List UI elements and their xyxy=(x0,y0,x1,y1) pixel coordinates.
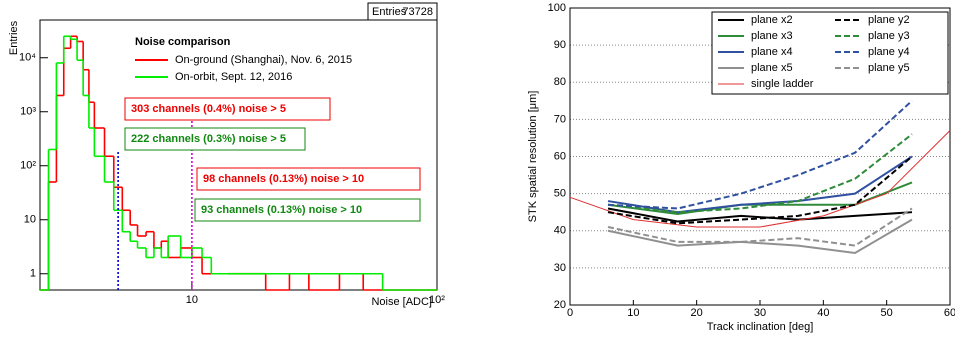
legend-label: On-orbit, Sept. 12, 2016 xyxy=(175,71,292,83)
annotation-box xyxy=(124,97,331,121)
legend-label: plane y5 xyxy=(868,62,910,74)
x-axis-label: Noise [ADC] xyxy=(371,296,432,308)
stats-box xyxy=(367,2,438,21)
x-tick-label: 50 xyxy=(881,307,893,319)
y-tick-label: 40 xyxy=(554,225,566,237)
legend-label: plane y4 xyxy=(868,46,910,58)
x-tick-label: 10 xyxy=(186,294,198,306)
y-tick-label: 30 xyxy=(554,262,566,274)
x-tick-label: 20 xyxy=(691,307,703,319)
line-series xyxy=(607,207,913,247)
annotation-box xyxy=(124,127,306,151)
x-tick-label: 60 xyxy=(944,307,955,319)
y-tick-label: 1 xyxy=(30,268,36,280)
y-tick-label: 100 xyxy=(548,2,566,14)
annotation: 98 channels (0.13%) noise > 10 xyxy=(203,173,364,185)
x-tick-label: 30 xyxy=(754,307,766,319)
y-tick-label: 10⁴ xyxy=(19,52,36,64)
y-tick-label: 10 xyxy=(24,214,36,226)
legend-title: Noise comparison xyxy=(135,36,231,48)
line-series xyxy=(607,100,913,210)
x-tick-label: 10² xyxy=(429,294,445,306)
plot-frame xyxy=(39,19,438,291)
annotation: 303 channels (0.4%) noise > 5 xyxy=(131,103,286,115)
x-axis-label: Track inclination [deg] xyxy=(707,321,814,333)
y-tick-label: 20 xyxy=(554,299,566,311)
y-tick-label: 90 xyxy=(554,39,566,51)
annotation: 222 channels (0.3%) noise > 5 xyxy=(131,133,286,145)
y-axis-label: Entries xyxy=(8,20,20,55)
y-tick-label: 80 xyxy=(554,76,566,88)
line-series xyxy=(607,133,913,214)
x-tick-label: 0 xyxy=(567,307,573,319)
legend-label: plane y2 xyxy=(868,14,910,26)
y-tick-label: 10³ xyxy=(20,106,36,118)
annotation: 93 channels (0.13%) noise > 10 xyxy=(201,204,362,216)
legend-label: single ladder xyxy=(751,78,814,90)
y-tick-label: 60 xyxy=(554,150,566,162)
legend-label: On-ground (Shanghai), Nov. 6, 2015 xyxy=(175,54,352,66)
legend-label: plane x2 xyxy=(751,14,793,26)
line-series xyxy=(607,155,913,225)
legend-box xyxy=(711,11,949,95)
legend-label: plane x4 xyxy=(751,46,793,58)
stats-label: Entries xyxy=(372,6,407,18)
line-series xyxy=(607,218,913,255)
line-series xyxy=(569,130,951,228)
line-series xyxy=(607,155,913,214)
y-tick-label: 70 xyxy=(554,113,566,125)
annotation-box xyxy=(196,167,421,191)
legend-label: plane x3 xyxy=(751,30,793,42)
y-tick-label: 10² xyxy=(20,160,36,172)
y-tick-label: 50 xyxy=(554,188,566,200)
y-axis-label: STK spatial resolution [μm] xyxy=(527,91,539,223)
legend-label: plane y3 xyxy=(868,30,910,42)
x-tick-label: 40 xyxy=(817,307,829,319)
stats-value: 73728 xyxy=(402,6,433,18)
x-tick-label: 10 xyxy=(627,307,639,319)
plot-frame xyxy=(569,7,951,306)
legend-label: plane x5 xyxy=(751,62,793,74)
annotation-box xyxy=(194,198,421,222)
